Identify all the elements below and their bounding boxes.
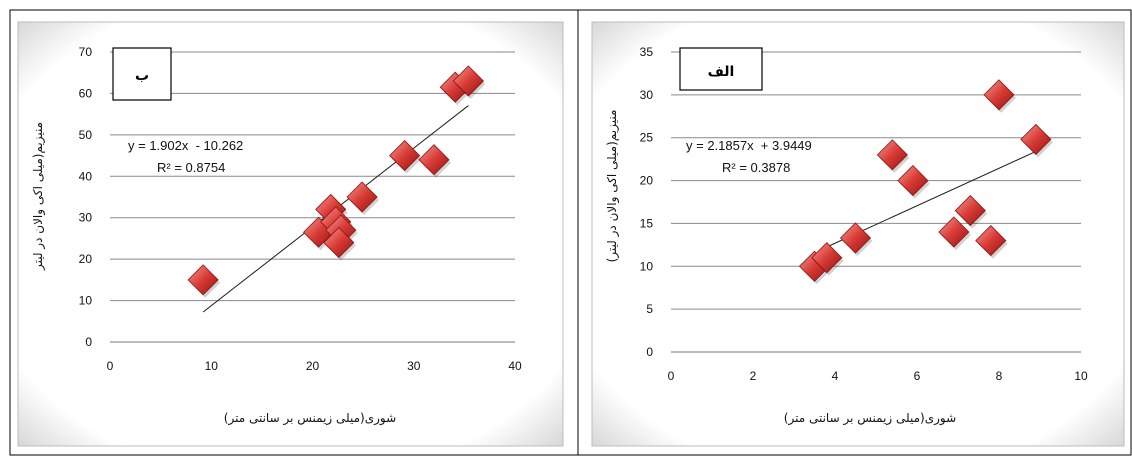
chart-b-r-squared: R² = 0.8754 xyxy=(157,160,225,175)
chart-alef-border xyxy=(591,21,1125,447)
chart-alef-y-tick-label: 30 xyxy=(640,88,654,102)
chart-alef-x-tick-label: 8 xyxy=(996,369,1003,383)
chart-alef-data-point xyxy=(938,216,970,248)
chart-b-plot: 0 10 20 30 40 50 60 70 0 10 20 30 40 xyxy=(79,45,522,373)
chart-b-y-tick-label: 70 xyxy=(79,45,93,59)
panel-label-alef: الف xyxy=(708,64,735,80)
chart-b-y-tick-label: 40 xyxy=(79,169,93,183)
chart-alef-y-tick-label: 35 xyxy=(640,45,654,59)
chart-alef-y-axis-label: منیزیم(میلی اکی والان در لیتر) xyxy=(605,110,620,263)
chart-b-y-tick-label: 30 xyxy=(79,211,93,225)
panel-label-alef-box xyxy=(679,47,763,91)
chart-b-y-axis-label: منیزیم(میلی اکی والان در لیتر xyxy=(31,122,46,271)
chart-b-y-tick-label: 0 xyxy=(85,335,92,349)
chart-panel-alef: 0 5 10 15 20 25 30 35 0 2 4 6 8 10 الف y = 2.1857x + … xyxy=(591,21,1125,447)
chart-b-data-point xyxy=(452,65,484,97)
chart-b-x-tick-label: 20 xyxy=(306,359,320,373)
chart-alef-x-tick-label: 6 xyxy=(914,369,921,383)
chart-alef-y-tick-label: 15 xyxy=(640,216,654,230)
chart-alef-data-point xyxy=(1020,123,1052,155)
chart-panel-b: 0 10 20 30 40 50 60 70 0 10 20 30 40 ب y = 1.902x - … xyxy=(17,21,564,447)
chart-alef-data-point xyxy=(954,195,986,227)
chart-b-x-tick-label: 40 xyxy=(508,359,522,373)
chart-b-data-point xyxy=(346,181,378,213)
chart-alef-y-tick-label: 20 xyxy=(640,174,654,188)
chart-alef-data-point xyxy=(897,165,929,197)
chart-b-data-point xyxy=(389,140,421,172)
chart-b-y-tick-label: 20 xyxy=(79,252,93,266)
chart-alef-x-tick-label: 4 xyxy=(832,369,839,383)
chart-alef-r-squared: R² = 0.3878 xyxy=(722,160,790,175)
chart-alef-y-tick-label: 25 xyxy=(640,131,654,145)
chart-b-data-point xyxy=(418,144,450,176)
chart-alef-data-point xyxy=(811,242,843,274)
table-frame xyxy=(9,9,1132,456)
chart-b-y-tick-label: 10 xyxy=(79,294,93,308)
chart-alef-x-tick-label: 2 xyxy=(750,369,757,383)
chart-b-x-axis-label: شوری(میلی زیمنس بر سانتی متر) xyxy=(224,411,396,426)
chart-b-y-tick-label: 50 xyxy=(79,128,93,142)
chart-alef-x-tick-label: 10 xyxy=(1074,369,1088,383)
panel-label-b: ب xyxy=(135,68,149,84)
chart-alef-data-point xyxy=(876,139,908,171)
chart-b-border xyxy=(17,21,564,447)
chart-alef-equation: y = 2.1857x + 3.9449 xyxy=(686,138,812,153)
chart-b-x-tick-label: 10 xyxy=(205,359,219,373)
chart-b-x-tick-label: 0 xyxy=(107,359,114,373)
chart-b-y-tick-label: 60 xyxy=(79,86,93,100)
chart-b-x-tick-label: 30 xyxy=(407,359,421,373)
chart-alef-data-point xyxy=(839,222,872,254)
chart-b-data-point xyxy=(187,264,219,296)
chart-b-equation: y = 1.902x - 10.262 xyxy=(128,138,243,153)
chart-alef-y-tick-label: 5 xyxy=(646,302,653,316)
chart-alef-x-tick-label: 0 xyxy=(668,369,675,383)
chart-alef-data-point xyxy=(983,79,1015,111)
panel-label-b-box xyxy=(112,47,172,101)
chart-alef-data-point xyxy=(975,225,1007,257)
chart-alef-x-axis-label: شوری(میلی زیمنس بر سانتی متر) xyxy=(784,411,956,426)
chart-alef-y-tick-label: 0 xyxy=(646,345,653,359)
chart-b-data-point xyxy=(323,227,355,259)
chart-alef-plot: 0 5 10 15 20 25 30 35 0 2 4 6 8 10 xyxy=(640,45,1088,383)
chart-alef-y-tick-label: 10 xyxy=(640,259,654,273)
